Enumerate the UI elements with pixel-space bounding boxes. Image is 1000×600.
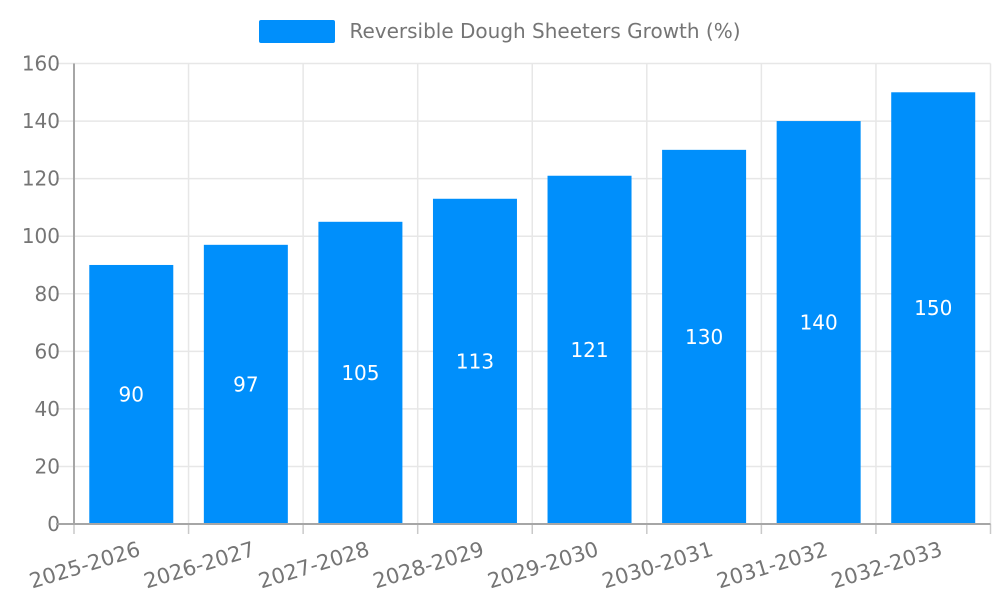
- bar-value-label: 113: [456, 349, 494, 373]
- x-axis-tick-label: 2027-2028: [256, 537, 372, 593]
- chart-legend: Reversible Dough Sheeters Growth (%): [0, 20, 1000, 43]
- y-axis-tick-label: 80: [35, 282, 60, 306]
- x-axis-tick-label: 2028-2029: [370, 537, 486, 593]
- bar-2032-2033: [891, 92, 976, 524]
- legend-swatch: [259, 20, 336, 43]
- bar-2029-2030: [547, 175, 632, 524]
- y-axis-tick-label: 120: [22, 167, 60, 191]
- bar-value-label: 140: [800, 311, 838, 335]
- y-axis-tick-label: 0: [47, 512, 60, 536]
- y-axis-tick-label: 140: [22, 109, 60, 133]
- bar-2028-2029: [432, 198, 517, 524]
- bar-value-label: 150: [914, 296, 952, 320]
- bar-value-label: 130: [685, 325, 723, 349]
- legend-item[interactable]: Reversible Dough Sheeters Growth (%): [259, 19, 741, 43]
- bar-value-label: 121: [570, 338, 608, 362]
- bar-value-label: 97: [233, 372, 258, 396]
- x-axis-tick-label: 2031-2032: [714, 537, 830, 593]
- bar-value-label: 105: [341, 361, 379, 385]
- bar-2030-2031: [662, 149, 747, 524]
- x-axis-tick-label: 2026-2027: [141, 537, 257, 593]
- legend-label: Reversible Dough Sheeters Growth (%): [349, 19, 741, 43]
- bar-2026-2027: [203, 244, 288, 524]
- y-axis-tick-label: 60: [35, 339, 60, 363]
- bar-value-label: 90: [119, 382, 144, 406]
- x-axis-tick-label: 2030-2031: [599, 537, 715, 593]
- bar-2027-2028: [318, 221, 403, 524]
- x-axis-tick-label: 2032-2033: [828, 537, 944, 593]
- bar-2031-2032: [776, 121, 861, 524]
- y-axis-tick-label: 40: [35, 397, 60, 421]
- bar-2025-2026: [89, 264, 174, 524]
- x-axis-tick-label: 2029-2030: [485, 537, 601, 593]
- y-axis-tick-label: 160: [22, 52, 60, 76]
- x-axis-tick-label: 2025-2026: [27, 537, 143, 593]
- y-axis-tick-label: 100: [22, 224, 60, 248]
- y-axis-tick-label: 20: [35, 454, 60, 478]
